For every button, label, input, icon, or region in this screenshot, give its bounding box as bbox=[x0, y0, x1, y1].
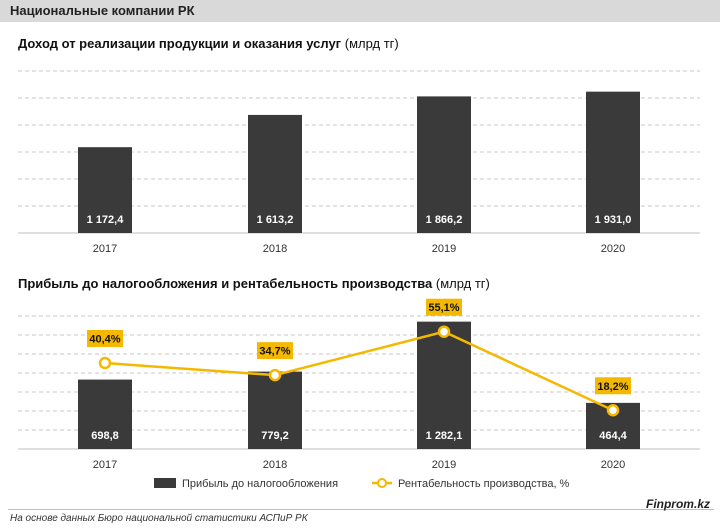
chart1-bar-2020 bbox=[586, 91, 640, 233]
chart1-data-label: 1 613,2 bbox=[257, 214, 294, 226]
chart2-data-label: 779,2 bbox=[261, 430, 289, 442]
chart2-tick-label: 2017 bbox=[93, 459, 117, 471]
chart2-tick-label: 2018 bbox=[263, 459, 287, 471]
chart1-tick-label: 2020 bbox=[601, 243, 625, 255]
chart1-bar-2019 bbox=[417, 96, 471, 233]
chart2-line-label: 40,4% bbox=[89, 334, 120, 346]
chart2-bar-2018 bbox=[248, 371, 302, 449]
chart2-line-label: 18,2% bbox=[597, 381, 628, 393]
legend-bar-label: Прибыль до налогообложения bbox=[182, 478, 338, 490]
chart1-bar-2018 bbox=[248, 114, 302, 233]
footer-source: На основе данных Бюро национальной стати… bbox=[10, 513, 308, 524]
chart1-title-block: Доход от реализации продукции и оказания… bbox=[18, 36, 399, 51]
chart2-tick-label: 2019 bbox=[432, 459, 456, 471]
chart2-data-label: 464,4 bbox=[599, 430, 627, 442]
legend-bar-swatch bbox=[154, 478, 176, 488]
chart2-line-label-bg bbox=[87, 330, 123, 348]
chart2-unit: (млрд тг) bbox=[435, 276, 490, 291]
chart2-line-label-bg bbox=[595, 377, 631, 395]
brand-logo: Finprom.kz bbox=[645, 497, 710, 511]
footer-divider bbox=[8, 509, 714, 510]
chart1-data-label: 1 172,4 bbox=[87, 214, 125, 226]
chart1-title: Доход от реализации продукции и оказания… bbox=[18, 36, 342, 51]
chart2-line-label-bg bbox=[426, 298, 462, 316]
chart2-title-block: Прибыль до налогообложения и рентабельно… bbox=[18, 276, 490, 291]
chart2-line-point bbox=[98, 356, 112, 370]
chart2-line-series bbox=[104, 330, 614, 412]
chart2-tick-label: 2020 bbox=[601, 459, 625, 471]
chart2-bar-2019 bbox=[417, 321, 471, 449]
chart2-line-point bbox=[437, 325, 451, 338]
chart2-data-label: 1 282,1 bbox=[426, 430, 463, 442]
chart2-bar-2017 bbox=[78, 379, 132, 449]
chart1-data-label: 1 866,2 bbox=[426, 214, 463, 226]
chart2-line-label: 55,1% bbox=[428, 302, 459, 314]
chart1-tick-label: 2019 bbox=[432, 243, 456, 255]
chart2-line-label: 34,7% bbox=[259, 346, 290, 358]
legend-line-marker bbox=[377, 478, 387, 488]
header-band bbox=[0, 0, 720, 22]
chart1-unit: (млрд тг) bbox=[344, 36, 399, 51]
page-title: Национальные компании РК bbox=[10, 3, 195, 18]
legend-line-label: Рентабельность производства, % bbox=[398, 478, 570, 490]
chart1-tick-label: 2018 bbox=[263, 243, 287, 255]
chart2-title: Прибыль до налогообложения и рентабельно… bbox=[18, 276, 433, 291]
chart2-data-label: 698,8 bbox=[91, 430, 119, 442]
chart1-bar-2017 bbox=[78, 147, 132, 233]
chart1-tick-label: 2017 bbox=[93, 243, 117, 255]
chart2-line-point bbox=[268, 368, 282, 382]
chart1-data-label: 1 931,0 bbox=[595, 214, 632, 226]
chart2-line-point bbox=[606, 404, 620, 417]
chart2-line-label-bg bbox=[257, 342, 293, 360]
